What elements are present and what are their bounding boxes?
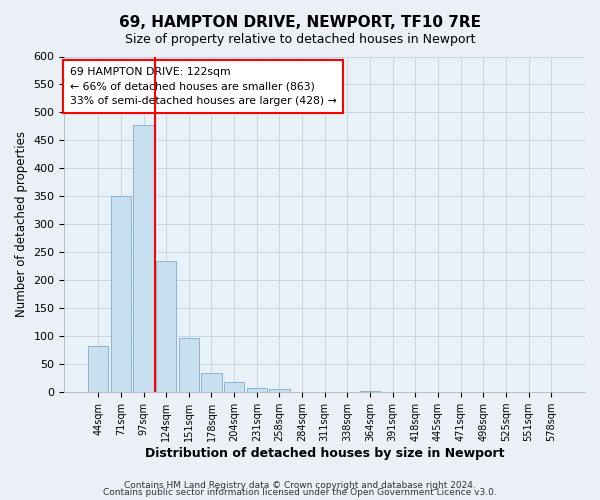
Bar xyxy=(156,260,176,392)
Bar xyxy=(224,382,244,392)
X-axis label: Distribution of detached houses by size in Newport: Distribution of detached houses by size … xyxy=(145,447,505,460)
Bar xyxy=(88,346,109,392)
Text: Contains HM Land Registry data © Crown copyright and database right 2024.: Contains HM Land Registry data © Crown c… xyxy=(124,480,476,490)
Bar xyxy=(269,390,290,392)
Text: 69, HAMPTON DRIVE, NEWPORT, TF10 7RE: 69, HAMPTON DRIVE, NEWPORT, TF10 7RE xyxy=(119,15,481,30)
Y-axis label: Number of detached properties: Number of detached properties xyxy=(15,132,28,318)
Bar xyxy=(111,196,131,392)
Bar xyxy=(201,372,221,392)
Text: 69 HAMPTON DRIVE: 122sqm
← 66% of detached houses are smaller (863)
33% of semi-: 69 HAMPTON DRIVE: 122sqm ← 66% of detach… xyxy=(70,66,337,106)
Bar xyxy=(179,338,199,392)
Bar xyxy=(360,391,380,392)
Text: Size of property relative to detached houses in Newport: Size of property relative to detached ho… xyxy=(125,32,475,46)
Text: Contains public sector information licensed under the Open Government Licence v3: Contains public sector information licen… xyxy=(103,488,497,497)
Bar xyxy=(247,388,267,392)
Bar xyxy=(133,125,154,392)
